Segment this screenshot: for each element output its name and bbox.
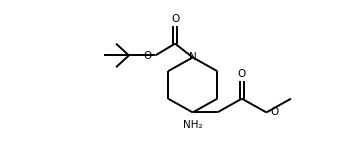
Text: O: O bbox=[270, 107, 278, 117]
Text: O: O bbox=[143, 51, 152, 61]
Text: N: N bbox=[189, 52, 196, 62]
Text: O: O bbox=[238, 69, 246, 79]
Text: NH₂: NH₂ bbox=[183, 120, 202, 130]
Text: O: O bbox=[171, 14, 179, 24]
